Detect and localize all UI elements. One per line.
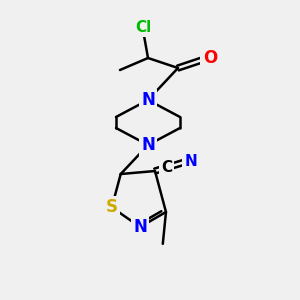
Text: N: N [141, 136, 155, 154]
Text: C: C [161, 160, 172, 175]
Text: O: O [203, 49, 217, 67]
Text: N: N [133, 218, 147, 236]
Text: N: N [141, 91, 155, 109]
Text: N: N [184, 154, 197, 169]
Text: S: S [106, 198, 118, 216]
Text: Cl: Cl [135, 20, 151, 34]
